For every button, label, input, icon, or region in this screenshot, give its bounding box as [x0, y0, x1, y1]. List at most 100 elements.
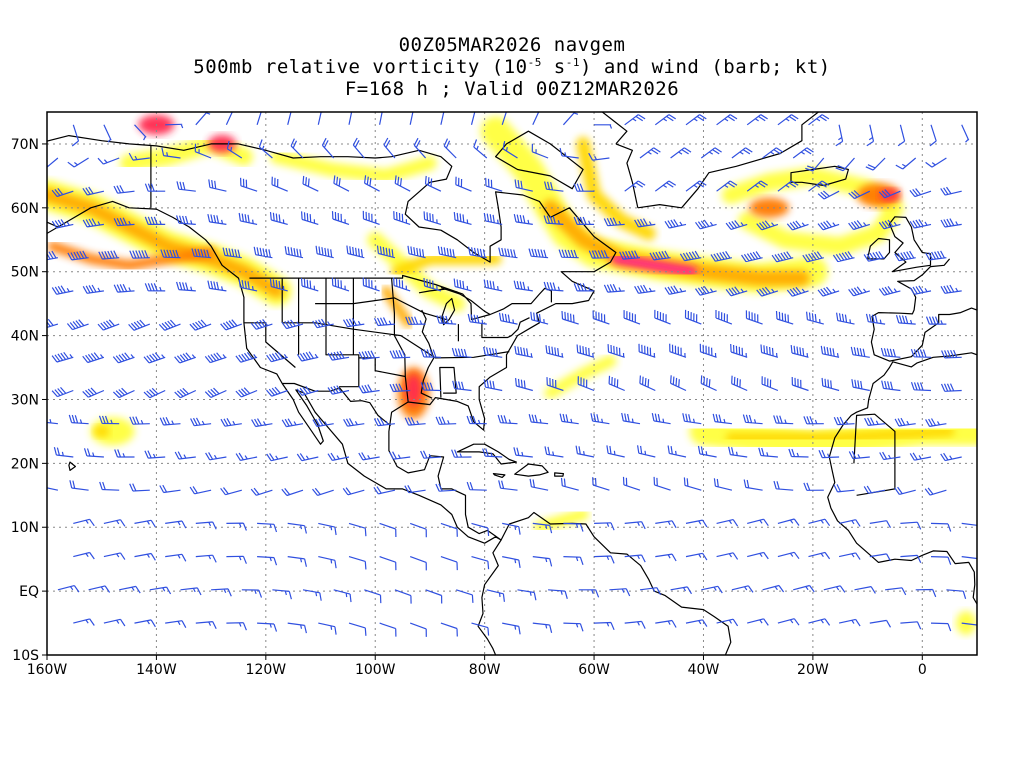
- wind-barb: [112, 387, 135, 399]
- wind-barb-staff: [99, 481, 120, 491]
- wind-barb-staff: [143, 352, 166, 364]
- wind-barb: [761, 376, 779, 392]
- wind-barb: [281, 418, 304, 428]
- wind-barb-staff: [358, 350, 380, 360]
- wind-barb-staff: [362, 210, 380, 225]
- wind-barb-staff: [149, 586, 172, 595]
- wind-barb-staff: [250, 319, 273, 330]
- wind-barb-staff: [563, 522, 584, 532]
- wind-barb-staff: [654, 309, 671, 325]
- wind-barb-staff: [471, 556, 490, 570]
- wind-barb: [471, 522, 490, 536]
- wind-barb-staff: [281, 488, 304, 497]
- wind-barb-staff: [281, 418, 304, 428]
- wind-barb-staff: [895, 157, 917, 170]
- wind-barb: [98, 415, 120, 425]
- wind-barb: [144, 183, 166, 192]
- wind-barb-staff: [67, 157, 89, 168]
- lat-tick-label: 20N: [11, 456, 39, 472]
- wind-barb-staff: [269, 212, 288, 225]
- wind-barb: [515, 378, 533, 392]
- wind-barb: [420, 349, 441, 358]
- wind-barb: [73, 618, 95, 626]
- wind-barb: [513, 213, 533, 225]
- wind-barb-staff: [700, 375, 717, 392]
- wind-barb: [71, 124, 80, 147]
- wind-barb-staff: [577, 376, 595, 392]
- wind-barb: [379, 522, 397, 538]
- wind-barb: [342, 318, 365, 328]
- wind-barb-staff: [51, 219, 74, 229]
- wind-barb: [695, 286, 717, 296]
- wind-barb: [747, 551, 769, 560]
- wind-barb-staff: [483, 212, 503, 225]
- wind-barb: [67, 157, 89, 168]
- wind-barb: [502, 140, 518, 159]
- wind-barb-staff: [226, 555, 247, 564]
- wind-barb-staff: [53, 447, 74, 458]
- wind-barb: [716, 618, 739, 627]
- wind-barb-staff: [820, 345, 840, 358]
- wind-barb: [915, 588, 937, 598]
- wind-barb-staff: [407, 245, 426, 259]
- wind-barb: [302, 589, 322, 601]
- wind-barb: [159, 417, 181, 426]
- wind-barb: [272, 589, 292, 600]
- wind-barb: [333, 175, 350, 192]
- wind-barb-staff: [655, 619, 677, 628]
- wind-barb: [624, 554, 646, 563]
- wind-barb-staff: [207, 280, 227, 292]
- wind-barb: [327, 452, 350, 461]
- wind-barb: [483, 212, 503, 225]
- wind-barb-staff: [559, 147, 579, 159]
- vorticity-blob: [856, 183, 901, 208]
- wind-barb: [833, 416, 855, 426]
- wind-barb-staff: [835, 124, 844, 147]
- wind-barb-staff: [624, 180, 646, 192]
- wind-barb-staff: [362, 277, 380, 292]
- wind-barb: [563, 622, 584, 632]
- wind-barb: [165, 553, 187, 562]
- wind-barb-staff: [791, 376, 809, 392]
- wind-barb-staff: [793, 584, 815, 593]
- wind-barb-staff: [269, 278, 288, 292]
- wind-barb: [651, 412, 671, 425]
- wind-barb-staff: [543, 215, 564, 225]
- wind-barb: [502, 522, 521, 535]
- wind-barb: [331, 277, 350, 292]
- wind-barb: [69, 480, 89, 491]
- wind-barb-staff: [71, 124, 80, 147]
- wind-barb: [900, 521, 922, 530]
- us-mexico-border: [282, 382, 391, 427]
- wind-barb: [502, 622, 521, 635]
- wind-barb: [940, 284, 962, 294]
- wind-barb-staff: [420, 450, 441, 459]
- wind-barb-staff: [940, 383, 962, 392]
- wind-barb-staff: [358, 452, 380, 461]
- wind-barb: [467, 313, 487, 325]
- wind-barb: [653, 476, 671, 491]
- wind-barb-staff: [483, 346, 503, 358]
- wind-barb: [900, 554, 922, 563]
- wind-barb-staff: [195, 621, 217, 630]
- wind-barb-staff: [57, 585, 80, 593]
- wind-barb: [394, 589, 412, 604]
- wind-barb-staff: [808, 114, 830, 126]
- wind-barb-staff: [558, 249, 579, 259]
- wind-barb: [470, 112, 476, 125]
- wind-barb-staff: [609, 588, 631, 597]
- wind-barb-staff: [786, 220, 809, 231]
- wind-barb-staff: [389, 349, 411, 359]
- wind-barb-staff: [925, 250, 947, 261]
- wind-barb-staff: [194, 143, 212, 159]
- wind-barb-staff: [701, 585, 723, 594]
- wind-barb-staff: [394, 175, 411, 192]
- wind-barb: [407, 245, 426, 259]
- wind-barb-staff: [925, 316, 947, 325]
- wind-barb-staff: [664, 285, 687, 295]
- wind-barb-staff: [436, 315, 457, 325]
- wind-barb: [667, 445, 687, 458]
- wind-barb-staff: [301, 211, 319, 225]
- wind-barb-staff: [548, 589, 568, 599]
- wind-barb: [159, 484, 181, 494]
